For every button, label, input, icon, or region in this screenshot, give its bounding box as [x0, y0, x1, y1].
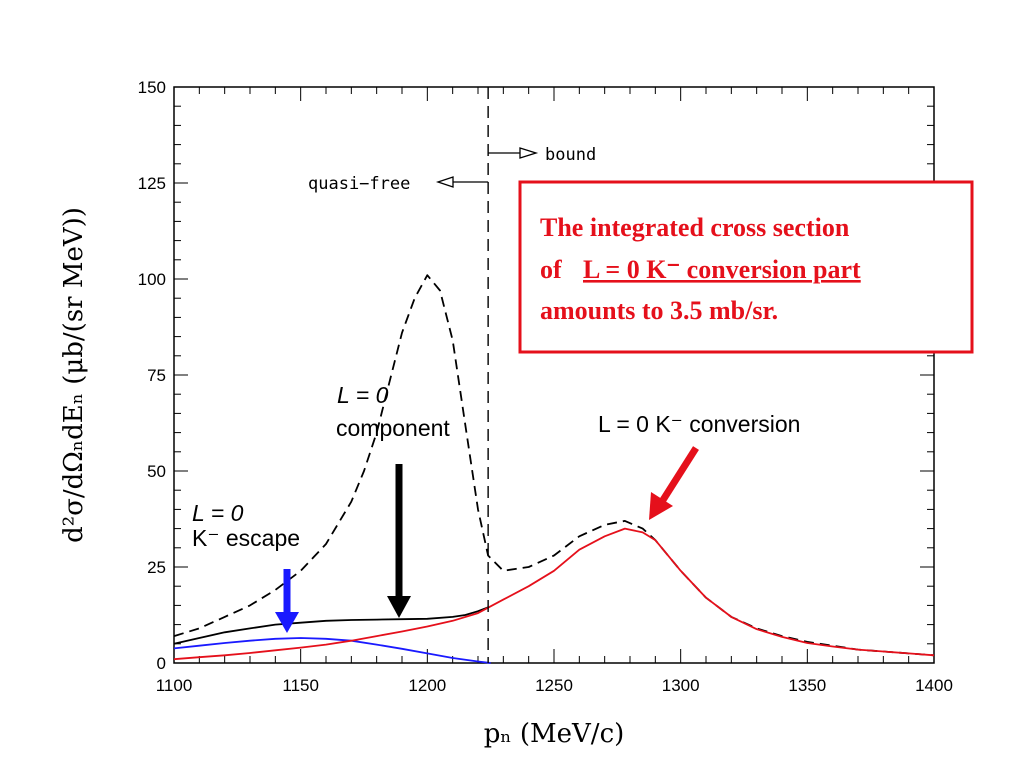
- x-tick-label: 1400: [915, 676, 953, 695]
- bound-label: bound: [545, 145, 596, 165]
- x-tick-label: 1350: [788, 676, 826, 695]
- x-tick-label: 1200: [408, 676, 446, 695]
- quasi-free-label: quasi−free: [308, 174, 410, 194]
- x-axis-title: pₙ (MeV/c): [484, 719, 625, 749]
- annotation-layer: [275, 87, 699, 663]
- y-tick-label: 0: [157, 654, 166, 673]
- x-tick-label: 1250: [535, 676, 573, 695]
- component-arrow-head: [387, 596, 411, 618]
- l0-component-label-line1: L = 0: [337, 382, 389, 408]
- l0-conversion-label: L = 0 K⁻ conversion: [598, 411, 800, 437]
- y-axis-title: d²σ/dΩₙdEₙ (μb/(sr MeV)): [59, 207, 89, 543]
- bound-arrow-head: [519, 147, 539, 159]
- series-layer: [173, 274, 935, 664]
- l0-component-line: [173, 606, 489, 645]
- note-line-1: The integrated cross section: [540, 213, 850, 242]
- x-tick-label: 1100: [156, 676, 193, 695]
- y-tick-label: 100: [138, 270, 166, 289]
- y-tick-label: 50: [147, 462, 166, 481]
- y-tick-label: 25: [147, 558, 166, 577]
- tick-labels: 1100 1150 1200 1250 1300 1350 1400 0 25 50 75 100 12…: [138, 78, 953, 695]
- x-tick-label: 1150: [282, 676, 319, 695]
- note-box: [518, 180, 974, 354]
- quasi-free-arrow-head: [435, 176, 454, 188]
- escape-arrow-head: [275, 612, 299, 633]
- l0-escape-label-line1: L = 0: [192, 500, 244, 526]
- l0-conversion-line: [173, 527, 935, 661]
- conversion-arrow-head: [649, 492, 673, 520]
- conversion-arrow-shaft: [660, 446, 699, 502]
- y-tick-label: 75: [147, 366, 166, 385]
- note-line-3: amounts to 3.5 mb/sr.: [540, 296, 778, 325]
- axis-ticks: [173, 86, 935, 664]
- note-line-2-prefix: of: [540, 255, 562, 284]
- l0-component-label-line2: component: [336, 415, 450, 441]
- x-tick-label: 1300: [662, 676, 700, 695]
- y-tick-label: 150: [138, 78, 166, 97]
- l0-escape-label-line2: K⁻ escape: [192, 525, 300, 551]
- note-line-2-underlined: L = 0 K⁻ conversion part: [583, 255, 861, 284]
- l0-escape-line: [173, 637, 491, 664]
- y-tick-label: 125: [138, 174, 166, 193]
